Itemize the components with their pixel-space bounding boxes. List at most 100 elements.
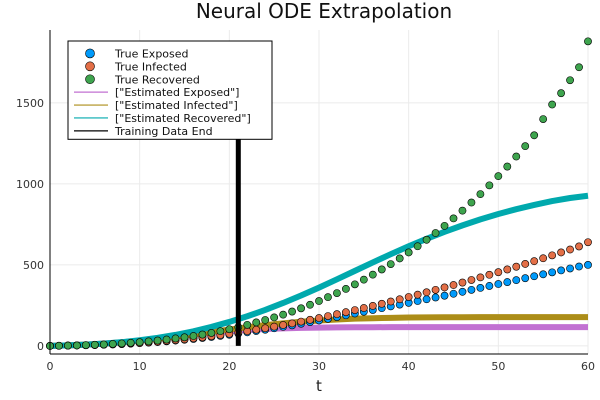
data-point [530,272,539,281]
data-point [467,198,476,207]
data-point [485,282,494,290]
data-point [243,320,252,329]
data-point [503,162,512,171]
x-tick-label: 60 [581,360,595,373]
y-tick-label: 1500 [16,97,44,110]
data-point [485,270,494,279]
data-point [512,262,521,271]
data-point [386,297,395,306]
data-point [404,248,413,257]
data-point [117,339,126,348]
legend-box [67,40,273,140]
data-point [261,316,270,324]
data-point [458,278,467,287]
data-point [548,268,557,277]
data-point [324,293,332,302]
data-point [476,284,485,292]
data-point [512,152,521,161]
data-point [368,270,377,279]
data-point [458,287,467,296]
legend-entry-label: ["Estimated Exposed"] [115,86,239,99]
data-point [359,275,368,284]
legend-entry-label: ["Estimated Recovered"] [115,112,251,125]
data-point [467,276,476,284]
data-point [494,280,503,288]
data-point [306,315,314,324]
x-tick-label: 10 [133,360,147,373]
data-point [126,338,135,347]
x-axis-label: t [316,377,322,395]
data-point [252,325,261,334]
data-point [306,300,314,309]
data-point [180,333,189,342]
data-point [476,190,485,199]
legend-entry-label: True Exposed [114,47,189,60]
data-point [315,297,323,305]
data-point [279,321,288,329]
tick-labels: 0 10 20 30 40 50 60 0 500 1000 1500 [16,97,595,373]
legend-marker [85,61,95,72]
data-point [494,172,503,181]
data-point [458,206,467,215]
data-point [350,280,359,289]
data-point [431,229,440,237]
y-tick-label: 0 [37,340,44,353]
data-point [198,330,207,339]
x-tick-label: 40 [402,360,416,373]
data-point [189,332,198,340]
data-point [261,324,270,333]
data-point [557,266,565,275]
x-tick-label: 30 [312,360,326,373]
data-point [395,254,404,263]
data-point [575,242,583,251]
data-point [324,312,332,320]
data-point [557,89,565,98]
data-point [422,295,431,304]
data-point [90,340,99,349]
data-point [288,319,296,328]
y-tick-label: 1000 [16,178,44,191]
data-point [584,260,592,269]
data-point [575,63,583,72]
data-point [108,340,117,348]
data-point [368,301,377,310]
data-point [270,322,279,331]
data-point [270,313,279,322]
data-point [422,235,431,244]
data-point [539,270,548,279]
data-point [55,341,63,350]
data-point [530,131,539,140]
data-point [413,242,422,251]
data-point [144,337,153,346]
data-point [162,335,171,344]
data-point [64,341,72,350]
data-point [503,265,512,274]
legend-entry-label: True Infected [114,60,187,73]
data-point [377,299,386,308]
data-point [566,76,574,85]
chart-title: Neural ODE Extrapolation [196,0,452,23]
data-point [557,248,565,257]
data-point [575,262,583,271]
data-point [539,115,548,123]
data-point [449,289,458,298]
data-point [530,257,539,266]
data-point [225,325,234,334]
data-point [431,293,440,302]
data-point [99,340,108,349]
data-point [297,304,305,313]
data-point [350,306,359,314]
data-point [279,310,288,319]
legend-marker [85,74,95,85]
data-point [584,238,592,247]
data-point [333,289,341,297]
data-point [566,264,574,273]
data-point [359,304,368,312]
legend-entry-label: True Recovered [114,73,200,86]
data-point [485,181,494,190]
data-point [297,317,305,326]
data-point [171,334,180,343]
data-point [494,268,503,277]
